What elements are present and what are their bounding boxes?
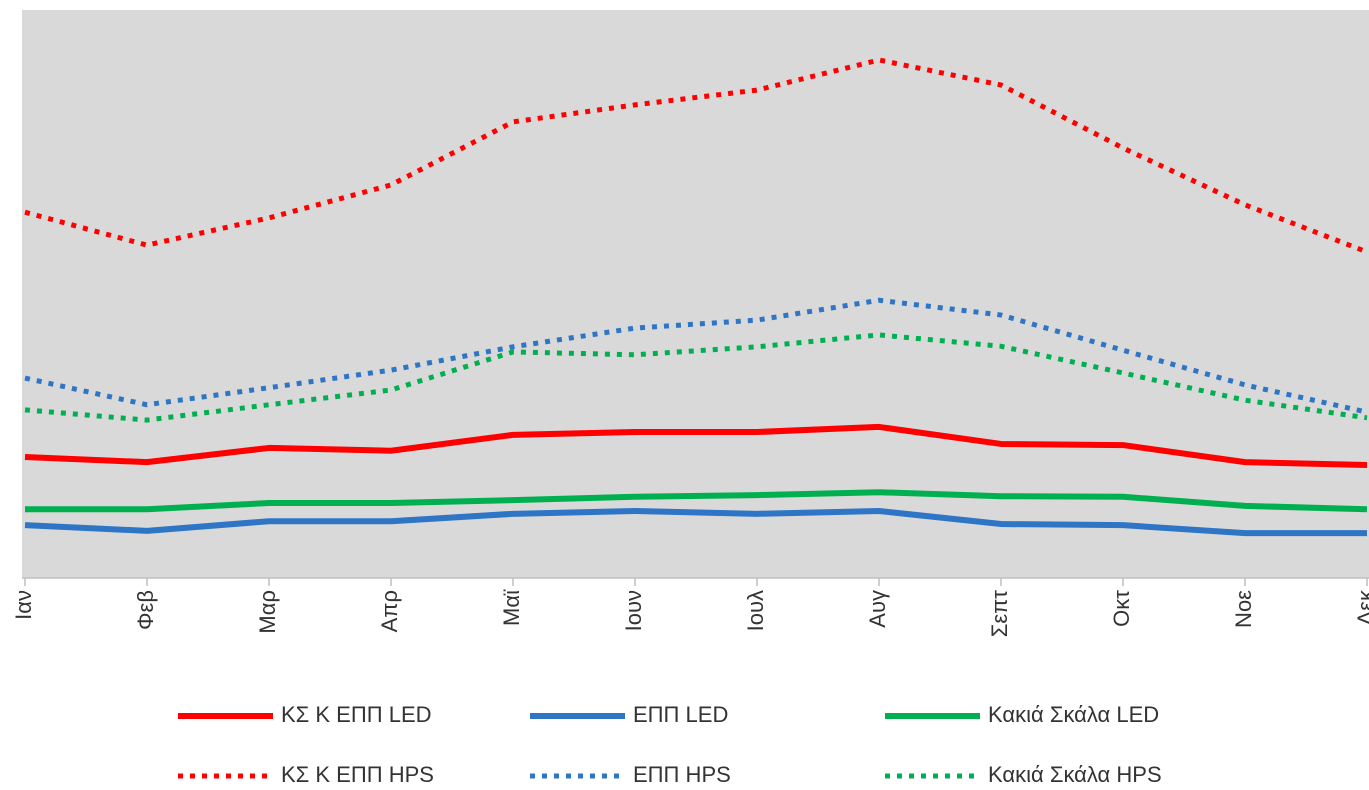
series-line <box>24 507 1367 537</box>
x-tick-label: Σεπτ <box>987 590 1012 638</box>
x-tick-label: Ιουν <box>621 590 646 631</box>
series-line <box>24 423 1368 468</box>
x-tick-label: Μαρ <box>255 590 280 634</box>
x-tick-label: Ιουλ <box>743 590 768 631</box>
legend-label: Κακιά Σκάλα LED <box>988 702 1159 727</box>
x-tick-label: Οκτ <box>1109 590 1134 627</box>
series-line <box>24 332 1368 423</box>
legend-label: Κακιά Σκάλα HPS <box>988 762 1162 787</box>
legend-label: ΕΠΠ LED <box>633 702 728 727</box>
x-tick-label: Αυγ <box>865 590 890 628</box>
plot-area <box>22 10 1369 578</box>
x-tick-label: Μαϊ <box>499 589 524 626</box>
legend-label: ΚΣ Κ ΕΠΠ HPS <box>281 762 434 787</box>
x-tick-label: Νοε <box>1231 590 1256 628</box>
series-line <box>25 489 1368 513</box>
legend-label: ΕΠΠ HPS <box>633 762 731 787</box>
x-tick-label: Ιαν <box>11 590 36 620</box>
x-tick-label: Δεκ <box>1353 589 1369 626</box>
legend-label: ΚΣ Κ ΕΠΠ LED <box>281 702 432 727</box>
x-tick-label: Απρ <box>377 590 402 632</box>
series-line <box>24 57 1368 255</box>
x-tick-label: Φεβ <box>133 590 158 630</box>
